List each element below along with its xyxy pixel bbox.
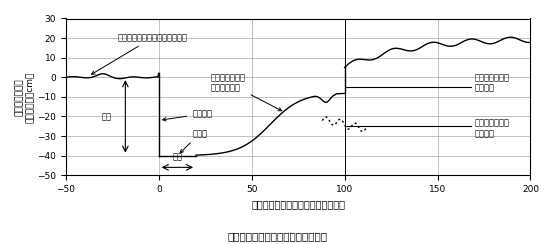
X-axis label: れき溝壁面からの横方向距離（㎝）: れき溝壁面からの横方向距離（㎝）: [251, 200, 345, 210]
Text: 耕幅: 耕幅: [172, 152, 182, 162]
Text: 未耕起土の地表面プロフィール: 未耕起土の地表面プロフィール: [91, 33, 188, 74]
Text: 表層土埋没位置
（上面）: 表層土埋没位置 （上面）: [475, 73, 510, 93]
Text: れき溝: れき溝: [180, 129, 207, 153]
Text: れき溝壁: れき溝壁: [163, 110, 212, 121]
Text: 耕深: 耕深: [102, 112, 112, 121]
Text: 耕起土の地表面
プロフィール: 耕起土の地表面 プロフィール: [211, 73, 282, 111]
Y-axis label: 未耕起土地表面
からの深さ（cm）: 未耕起土地表面 からの深さ（cm）: [15, 71, 34, 122]
Text: 作業後のほ場断面例（深耕プラウ）: 作業後のほ場断面例（深耕プラウ）: [227, 232, 327, 242]
Text: 表層土埋没位置
（下面）: 表層土埋没位置 （下面）: [475, 119, 510, 138]
